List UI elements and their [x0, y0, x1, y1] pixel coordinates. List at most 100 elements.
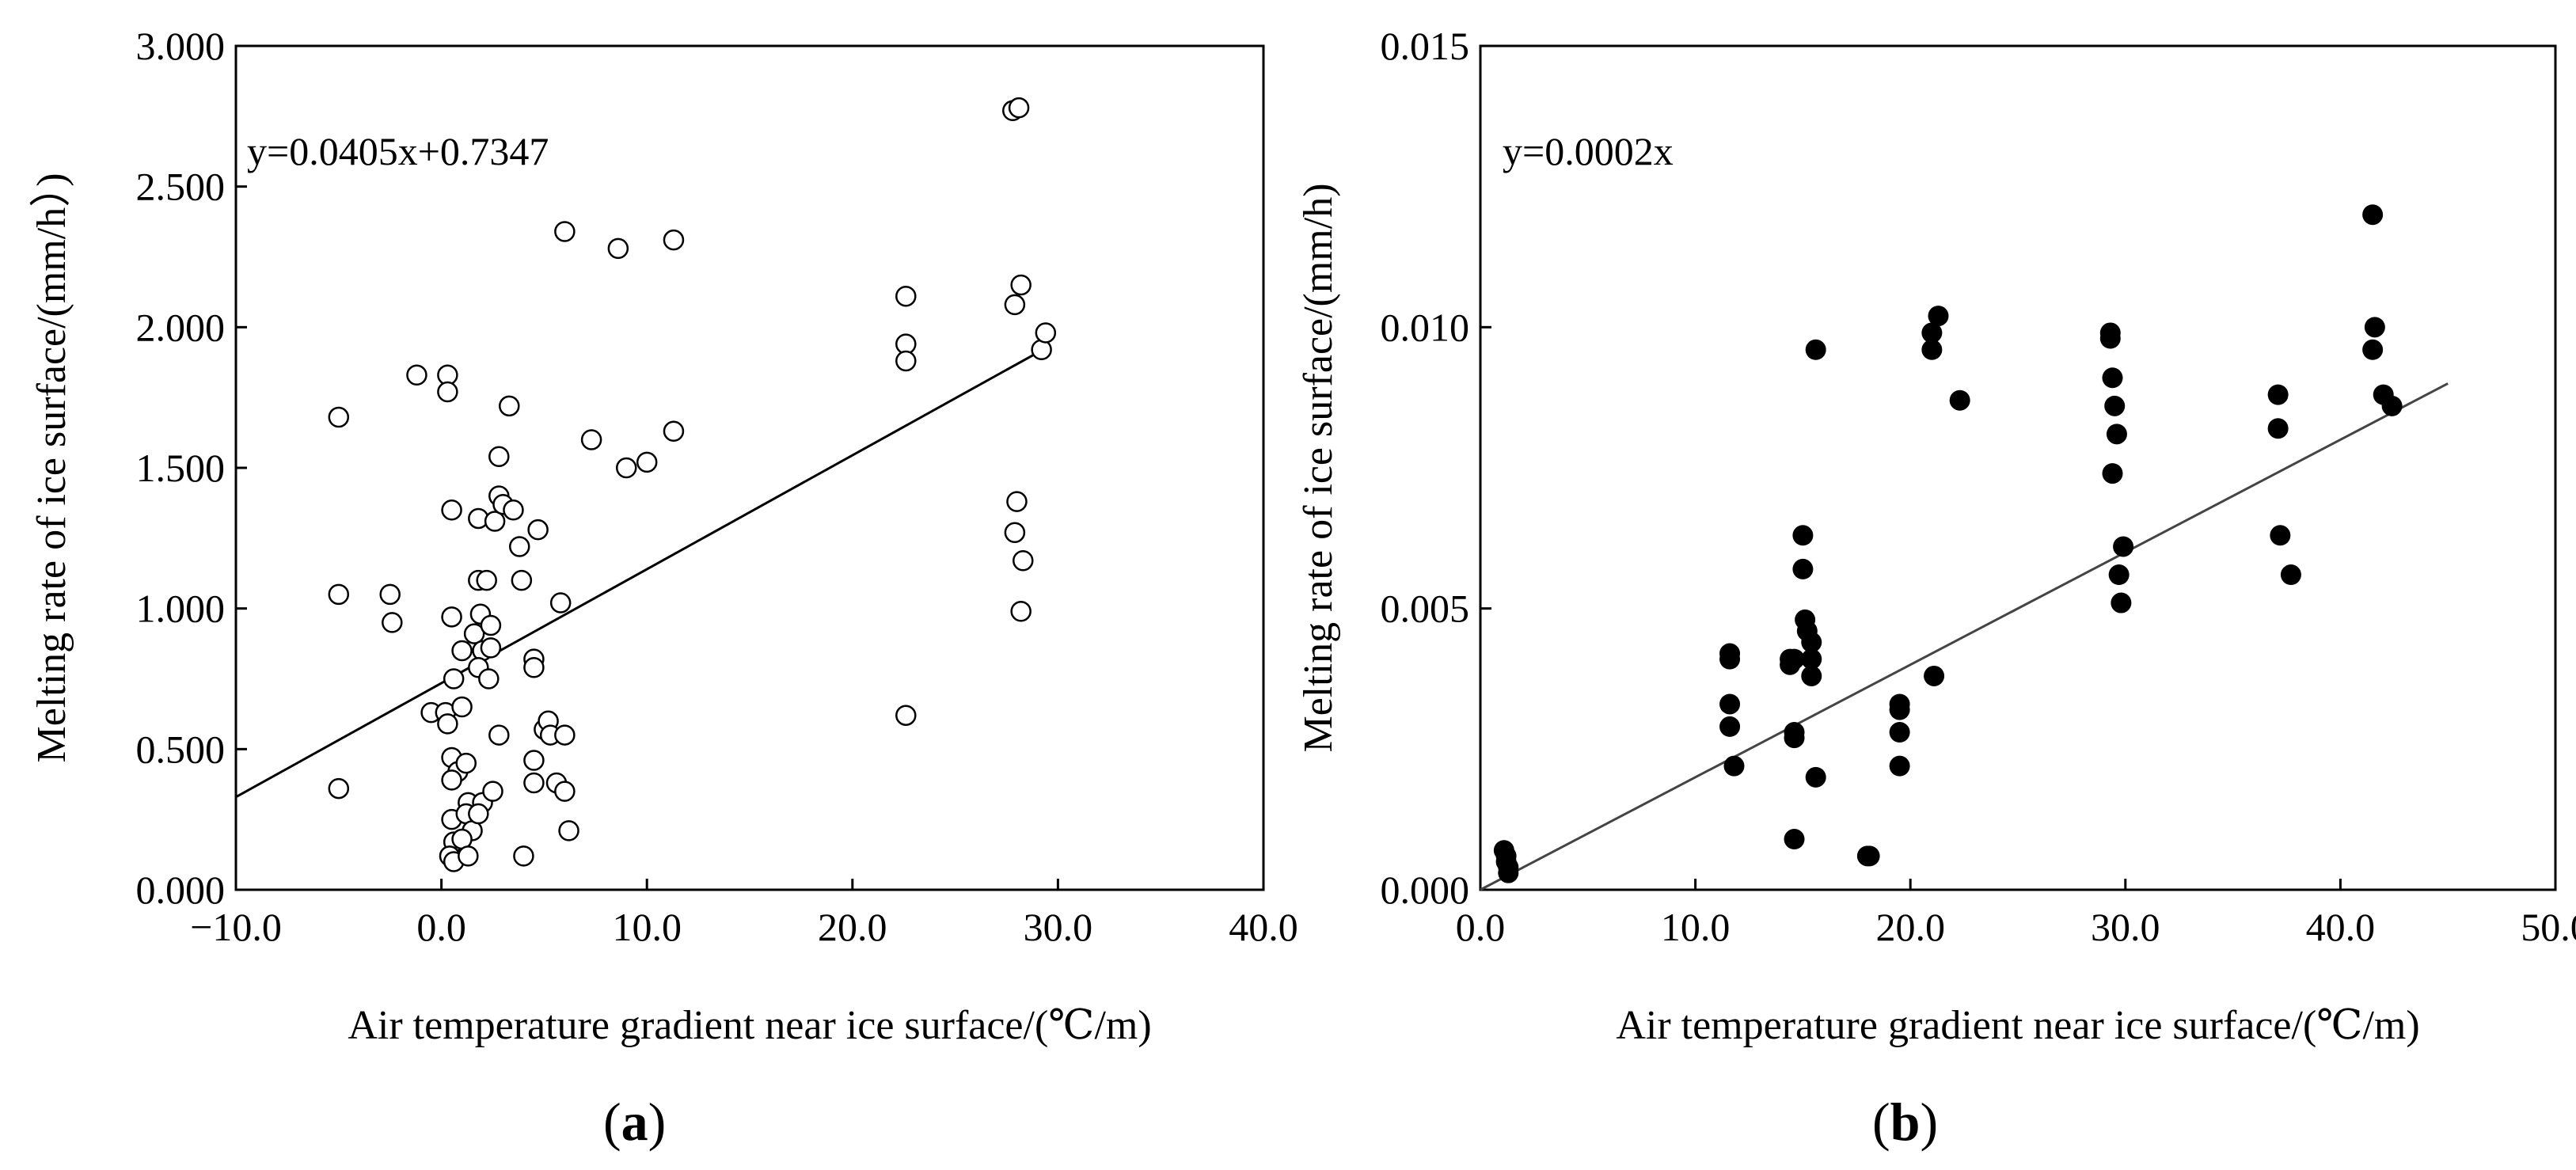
panel-a-points	[328, 97, 1057, 872]
panel-b-plot-frame	[1479, 44, 2557, 891]
panel-a-label-letter: a	[621, 1092, 648, 1152]
panel-b-data-point	[1805, 766, 1826, 788]
panel-b-label: (b)	[1872, 1092, 1938, 1152]
panel-b-data-point	[2111, 592, 2132, 613]
panel-a-y-axis-title: Melting rate of ice surface/(mm/h）)	[29, 173, 74, 762]
panel-a-data-point	[511, 569, 533, 591]
panel-a-data-point	[503, 500, 524, 521]
panel-a-data-point	[1010, 600, 1032, 622]
panel-a-data-point	[451, 696, 473, 718]
panel-a-data-point	[1013, 550, 1034, 572]
panel-b-data-point	[2102, 367, 2123, 389]
panel-a-data-point	[451, 640, 473, 662]
panel-a-data-point	[328, 406, 350, 428]
panel-a-data-point	[895, 285, 917, 307]
panel-a-x-tick-label: 30.0	[1024, 905, 1093, 949]
panel-a-y-tick-label: 3.000	[136, 24, 226, 68]
panel-a-data-point	[523, 750, 545, 771]
panel-b-y-tick-label: 0.000	[1381, 868, 1470, 912]
panel-b-data-point	[2106, 424, 2127, 445]
panel-a-data-point	[513, 845, 534, 867]
panel-a-data-point	[554, 724, 576, 746]
panel-a-data-point	[554, 221, 576, 242]
panel-b-data-point	[1921, 322, 1943, 344]
panel-a-chart: y=0.0405x+0.7347 −10.0 0.0 10.0 20.0 30.…	[29, 24, 1298, 1152]
panel-a-data-point	[558, 820, 579, 841]
panel-a-data-point	[328, 777, 350, 800]
panel-a-data-point	[480, 614, 502, 636]
panel-a-data-point	[895, 705, 917, 726]
panel-b-y-tick-labels: 0.000 0.005 0.010 0.015	[1381, 24, 1470, 912]
panel-a-data-point	[1004, 522, 1026, 543]
panel-a-x-tick-label: 10.0	[612, 905, 682, 949]
panel-b-data-point	[2364, 317, 2385, 338]
panel-a-y-tick-label: 0.000	[136, 868, 226, 912]
panel-a-data-point	[508, 536, 530, 557]
panel-b-x-tick-label: 30.0	[2091, 905, 2160, 949]
panel-b-x-tick-labels: 0.0 10.0 20.0 30.0 40.0 50.0	[1456, 905, 2576, 949]
panel-a-x-tick-label: 40.0	[1229, 905, 1298, 949]
panel-a-data-point	[484, 511, 506, 532]
panel-b-data-point	[1801, 632, 1822, 653]
panel-a-data-point	[499, 395, 520, 417]
panel-a-y-tick-label: 2.000	[136, 305, 226, 349]
panel-a-x-tick-labels: −10.0 0.0 10.0 20.0 30.0 40.0	[190, 905, 1298, 949]
panel-a-equation: y=0.0405x+0.7347	[247, 129, 549, 173]
panel-b-data-point	[1719, 648, 1741, 670]
panel-a-data-point	[663, 420, 685, 443]
panel-a-fit-line	[235, 346, 1049, 799]
panel-a-data-point	[636, 451, 658, 473]
panel-a-data-point	[895, 350, 917, 372]
panel-a-data-point	[607, 237, 629, 260]
panel-b-y-axis-title: Melting rate of ice surface/(mm/h)	[1296, 183, 1341, 752]
panel-a-data-point	[328, 583, 350, 606]
panel-a-data-point	[382, 612, 403, 633]
panel-b-data-point	[1792, 558, 1814, 579]
panel-b-x-tick-label: 20.0	[1875, 905, 1945, 949]
panel-a-data-point	[615, 457, 637, 479]
panel-a-y-tick-labels: 0.000 0.500 1.000 1.500 2.000 2.500 3.00…	[136, 24, 226, 912]
panel-b-label-open: (	[1872, 1092, 1890, 1152]
panel-b-data-point	[1889, 722, 1910, 743]
panel-a-x-tick-label: −10.0	[190, 905, 282, 949]
panel-a-data-point	[468, 803, 489, 825]
panel-b-data-point	[2104, 395, 2126, 416]
panel-a-data-point	[554, 781, 576, 802]
panel-a-label: (a)	[603, 1092, 666, 1152]
panel-a-data-point	[480, 637, 502, 659]
panel-b-data-point	[2270, 525, 2291, 546]
panel-a-data-point	[523, 772, 545, 794]
panel-a-x-tick-label: 20.0	[818, 905, 887, 949]
panel-a-data-point	[527, 519, 549, 541]
panel-a-label-close: )	[648, 1092, 667, 1152]
panel-b-data-point	[1928, 306, 1949, 327]
panel-a-data-point	[406, 364, 427, 386]
panel-a-data-point	[441, 769, 462, 791]
panel-b-data-point	[1859, 845, 1880, 867]
panel-b-chart: y=0.0002x 0.0 10.0 20.0 30.0 40.0 50.0 0…	[1296, 24, 2576, 1152]
panel-a-data-point	[523, 657, 545, 678]
panel-b-data-point	[2280, 564, 2301, 586]
panel-b-data-point	[1784, 722, 1805, 743]
panel-b-data-point	[1801, 665, 1822, 686]
panel-b-data-point	[1498, 862, 1519, 883]
panel-b-x-tick-label: 40.0	[2306, 905, 2376, 949]
panel-a-data-point	[1010, 274, 1032, 296]
panel-a-plot-frame	[234, 44, 1265, 891]
panel-b-data-point	[2267, 418, 2289, 439]
panel-a-data-point	[1006, 491, 1028, 512]
panel-a-data-point	[455, 752, 477, 774]
panel-b-data-point	[2099, 328, 2121, 349]
panel-a-data-point	[1031, 339, 1052, 361]
panel-b-data-point	[1949, 389, 1970, 411]
panel-a-y-tick-label: 0.500	[136, 727, 226, 771]
panel-b-data-point	[2267, 384, 2289, 405]
panel-b-data-point	[2108, 564, 2130, 586]
panel-b-x-tick-label: 50.0	[2521, 905, 2576, 949]
panel-a-ticks	[234, 44, 1265, 891]
panel-a-data-point	[580, 429, 602, 450]
panel-b-data-point	[2102, 463, 2123, 484]
panel-a-data-point	[488, 724, 510, 746]
